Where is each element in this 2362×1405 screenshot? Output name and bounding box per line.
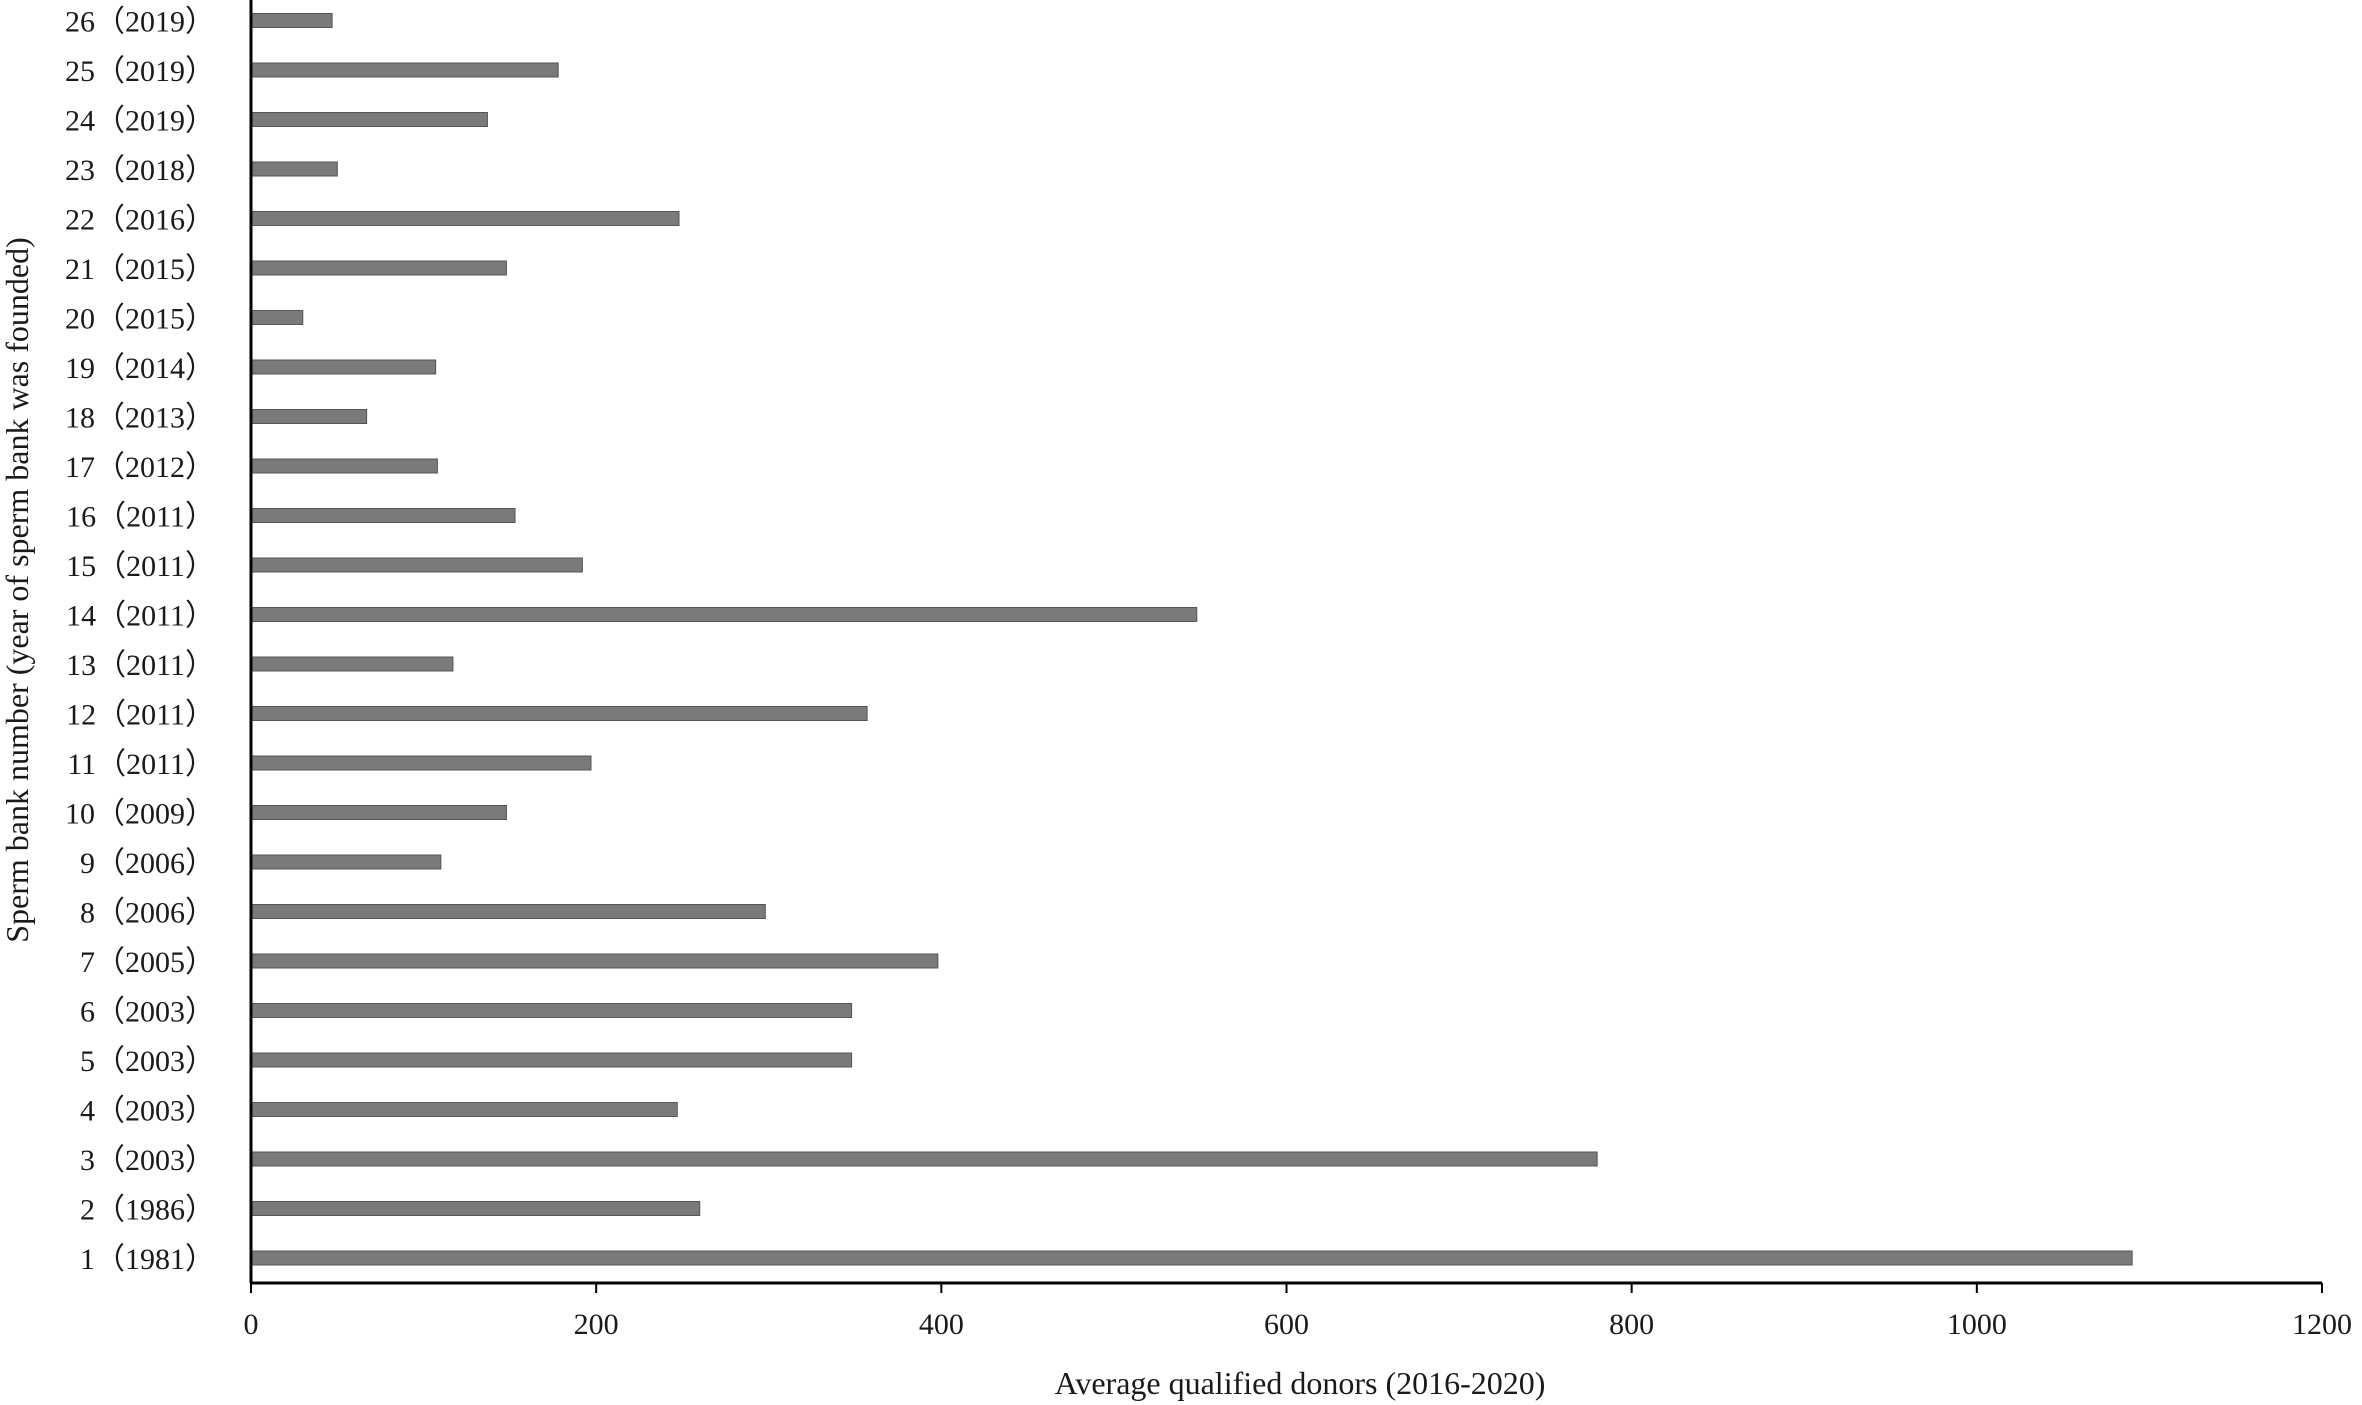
bar-20 [252,311,303,325]
bar-6 [252,1004,852,1018]
bar-15 [252,558,582,572]
y-tick-label-15: 15（2011） [66,550,215,583]
x-tick-label-0: 0 [244,1308,259,1341]
y-tick-labels: 1（1981） 2（1986） 3（2003） 4（2003） 5（2003） 6（200… [65,6,215,1277]
bar-21 [252,261,506,275]
bar-1 [252,1251,2132,1265]
bar-25 [252,63,558,77]
bar-11 [252,756,591,770]
x-tick-label-1: 200 [574,1308,619,1341]
bar-7 [252,954,938,968]
bar-12 [252,707,867,721]
bar-18 [252,410,367,424]
y-tick-label-10: 10（2009） [65,798,215,831]
y-tick-label-17: 17（2012） [65,451,215,484]
bar-19 [252,360,436,374]
y-tick-label-23: 23（2018） [65,154,215,187]
y-tick-label-21: 21（2015） [65,253,215,286]
x-tick-label-2: 400 [919,1308,964,1341]
y-tick-label-4: 4（2003） [80,1095,215,1128]
x-ticks: 0 200 400 600 800 1000 1200 [244,1283,2353,1341]
y-tick-label-7: 7（2005） [80,946,215,979]
x-tick-label-5: 1000 [1947,1308,2007,1341]
bar-24 [252,113,487,127]
bar-16 [252,509,515,523]
y-tick-label-19: 19（2014） [65,352,215,385]
y-tick-label-13: 13（2011） [66,649,215,682]
x-tick-label-4: 800 [1609,1308,1654,1341]
bars-group [252,14,2132,1266]
bar-13 [252,657,453,671]
y-tick-label-3: 3（2003） [80,1144,215,1177]
y-tick-label-22: 22（2016） [65,204,215,237]
y-tick-label-2: 2（1986） [80,1194,215,1227]
y-tick-label-6: 6（2003） [80,996,215,1029]
y-tick-label-20: 20（2015） [65,303,215,336]
bar-10 [252,806,506,820]
y-tick-label-9: 9（2006） [80,847,215,880]
x-tick-label-3: 600 [1264,1308,1309,1341]
y-tick-label-11: 11（2011） [67,748,215,781]
x-tick-label-6: 1200 [2292,1308,2352,1341]
bar-26 [252,14,332,28]
bar-9 [252,855,441,869]
y-tick-label-5: 5（2003） [80,1045,215,1078]
x-axis-title: Average qualified donors (2016-2020) [1055,1365,1546,1401]
bar-8 [252,905,765,919]
bar-5 [252,1053,852,1067]
y-axis-title: Sperm bank number (year of sperm bank wa… [0,237,35,943]
bar-14 [252,608,1197,622]
y-tick-label-25: 25（2019） [65,55,215,88]
bar-23 [252,162,337,176]
bar-2 [252,1202,700,1216]
bar-17 [252,459,437,473]
bar-22 [252,212,679,226]
bar-3 [252,1152,1597,1166]
bar-4 [252,1103,677,1117]
y-tick-label-18: 18（2013） [65,402,215,435]
y-tick-label-24: 24（2019） [65,105,215,138]
y-tick-label-26: 26（2019） [65,6,215,39]
y-tick-label-12: 12（2011） [66,699,215,732]
y-tick-label-8: 8（2006） [80,897,215,930]
y-tick-label-1: 1（1981） [80,1243,215,1276]
y-tick-label-14: 14（2011） [66,600,215,633]
y-tick-label-16: 16（2011） [66,501,215,534]
